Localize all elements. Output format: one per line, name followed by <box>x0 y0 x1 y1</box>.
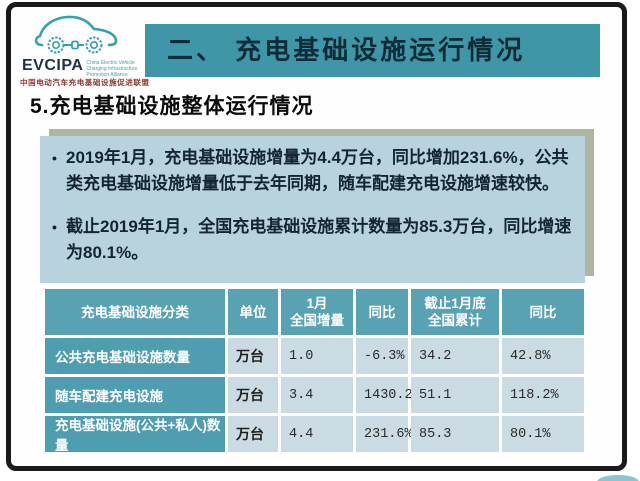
bullet-item: • 2019年1月，充电基础设施增量为4.4万台，同比增加231.6%，公共类充… <box>52 145 573 197</box>
row-unit: 万台 <box>228 338 278 374</box>
row-increment: 4.4 <box>281 416 353 452</box>
row-increment: 1.0 <box>281 338 353 374</box>
column-header-yoy-1: 同比 <box>356 289 408 335</box>
bullet-text: 2019年1月，充电基础设施增量为4.4万台，同比增加231.6%，公共类充电基… <box>66 148 569 193</box>
row-unit: 万台 <box>228 377 278 413</box>
summary-box: • 2019年1月，充电基础设施增量为4.4万台，同比增加231.6%，公共类充… <box>40 136 585 283</box>
infrastructure-table: 充电基础设施分类 单位 1月 全国增量 同比 截止1月底 全国累计 同比 公共充电基… <box>45 289 584 453</box>
row-category: 随车配建充电设施 <box>45 377 225 413</box>
row-cumulative: 85.3 <box>411 416 499 452</box>
row-unit: 万台 <box>228 416 278 452</box>
bullet-item: • 截止2019年1月，全国充电基础设施累计数量为85.3万台，同比增速为80.… <box>52 214 573 266</box>
bullet-dot: • <box>52 150 57 166</box>
column-header-yoy-2: 同比 <box>502 289 584 335</box>
column-header-cumulative: 截止1月底 全国累计 <box>411 289 499 335</box>
row-yoy-2: 80.1% <box>502 416 584 452</box>
row-category: 公共充电基础设施数量 <box>45 338 225 374</box>
brand-text: EVCIPA <box>22 57 84 74</box>
row-yoy-2: 42.8% <box>502 338 584 374</box>
partial-logo-ellipse-icon <box>597 475 639 481</box>
row-category: 充电基础设施(公共+私人)数量 <box>45 416 225 453</box>
slide-title: 二、 充电基础设施运行情况 <box>167 35 526 65</box>
row-cumulative: 34.2 <box>411 338 499 374</box>
row-yoy-2: 118.2% <box>502 377 584 413</box>
row-yoy-1: 1430.2% <box>356 377 421 413</box>
section-heading: 5.充电基础设施整体运行情况 <box>30 95 314 118</box>
brand-chinese-name: 中国电动汽车充电基础设施促进联盟 <box>20 78 150 87</box>
ev-car-logo-icon <box>34 15 118 54</box>
row-yoy-1: -6.3% <box>356 338 408 374</box>
brand-english-name: China Electric Vehicle Charging Infrastr… <box>86 60 138 78</box>
row-increment: 3.4 <box>281 377 353 413</box>
row-cumulative: 51.1 <box>411 377 499 413</box>
column-header-unit: 单位 <box>228 289 278 335</box>
column-header-category: 充电基础设施分类 <box>45 289 225 335</box>
bullet-text: 截止2019年1月，全国充电基础设施累计数量为85.3万台，同比增速为80.1%… <box>66 217 572 262</box>
evcipa-logo: EVCIPA China Electric Vehicle Charging I… <box>18 10 150 87</box>
row-yoy-1: 231.6% <box>356 416 413 452</box>
column-header-jan-increment: 1月 全国增量 <box>281 289 353 335</box>
bullet-dot: • <box>52 219 57 235</box>
slide-title-bar: 二、 充电基础设施运行情况 <box>145 24 600 77</box>
